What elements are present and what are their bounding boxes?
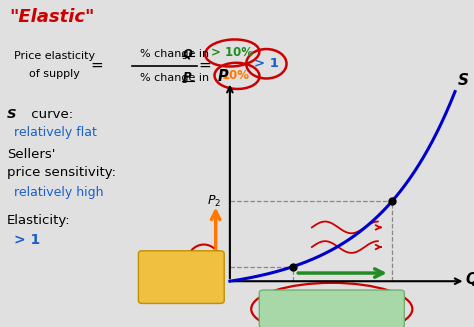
- Text: of supply: of supply: [29, 69, 80, 78]
- Text: % change in: % change in: [140, 73, 212, 83]
- FancyBboxPatch shape: [138, 251, 224, 303]
- Text: by 10%: by 10%: [157, 281, 205, 294]
- Text: Elasticity:: Elasticity:: [7, 214, 71, 227]
- Text: $P_1$: $P_1$: [207, 259, 221, 274]
- Text: Sellers': Sellers': [7, 148, 55, 161]
- Text: % change in: % change in: [140, 49, 212, 59]
- Text: rises: rises: [165, 264, 198, 277]
- Text: > 1: > 1: [254, 57, 279, 70]
- Text: P: P: [151, 264, 160, 277]
- Text: 10%: 10%: [221, 69, 250, 82]
- Text: price sensitivity:: price sensitivity:: [7, 166, 116, 179]
- Text: =: =: [199, 58, 211, 73]
- Text: $P_2$: $P_2$: [207, 194, 221, 209]
- Text: relatively flat: relatively flat: [14, 126, 97, 139]
- Text: =: =: [91, 58, 103, 73]
- Text: P: P: [183, 71, 191, 84]
- Text: S: S: [457, 73, 468, 88]
- Text: $Q_1$: $Q_1$: [285, 292, 301, 307]
- Text: > 10%: > 10%: [211, 46, 253, 59]
- Text: Q: Q: [182, 47, 192, 60]
- Text: Q: Q: [276, 302, 287, 316]
- FancyBboxPatch shape: [259, 290, 404, 327]
- Text: P: P: [218, 69, 228, 84]
- Text: curve:: curve:: [27, 108, 73, 121]
- Text: $Q_2$: $Q_2$: [384, 292, 400, 307]
- Text: rises more: rises more: [292, 302, 361, 316]
- Text: S: S: [7, 108, 17, 121]
- Text: "Elastic": "Elastic": [9, 8, 95, 26]
- Text: > 1: > 1: [14, 233, 40, 247]
- Text: Q: Q: [465, 272, 474, 287]
- Text: relatively high: relatively high: [14, 186, 104, 199]
- Text: Price elasticity: Price elasticity: [14, 51, 95, 60]
